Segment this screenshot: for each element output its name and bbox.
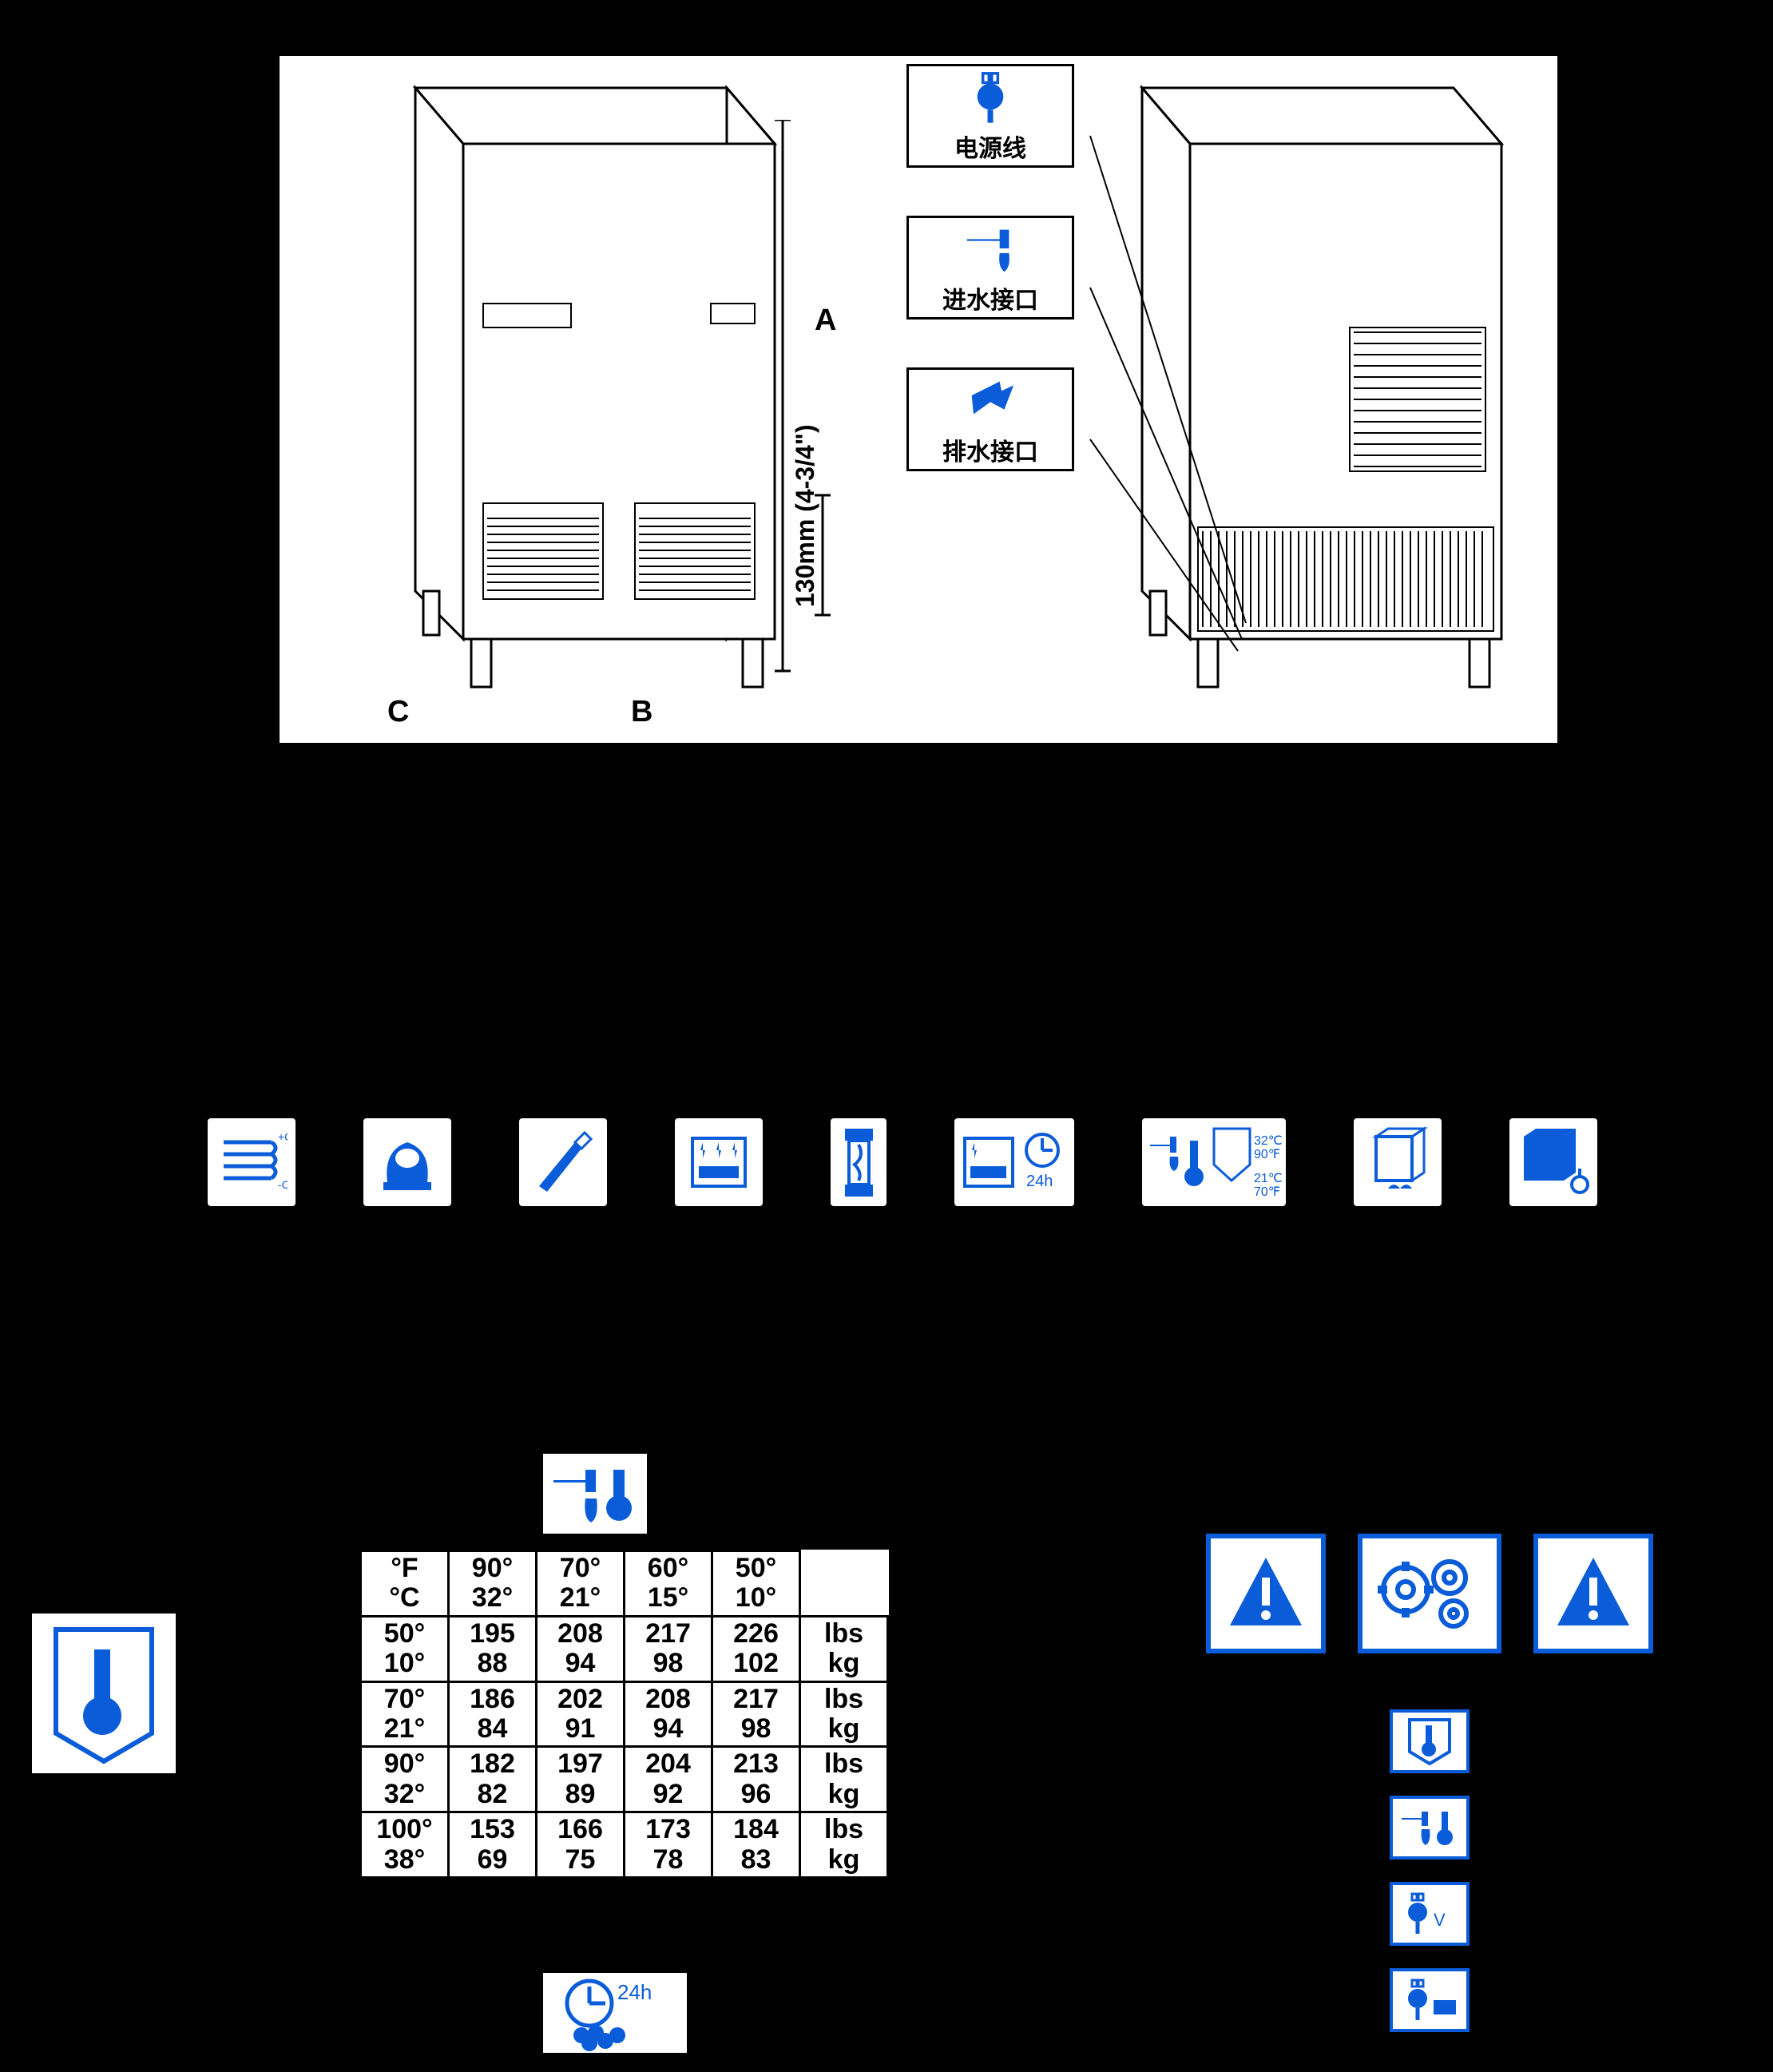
weight-icon <box>1354 1118 1442 1206</box>
water-temp-range-icon: 32℃90℉ 21℃70℉ <box>1142 1118 1286 1206</box>
power-meter-icon <box>675 1118 763 1206</box>
warning-icon <box>1533 1534 1653 1653</box>
spec-icon-row: +C° -C° 24h 32℃90℉ 21℃70℉ <box>208 1118 1597 1206</box>
col-2: 60°15° <box>625 1551 712 1617</box>
fuse-icon <box>831 1118 886 1206</box>
svg-text:21℃: 21℃ <box>1254 1172 1282 1185</box>
water-temp-icon <box>1390 1796 1470 1860</box>
voltage-alt-icon <box>1390 1968 1470 2032</box>
info-mini-column: V <box>1206 1709 1653 2032</box>
water-temp-header-icon <box>543 1454 647 1534</box>
info-column: V <box>1206 1534 1653 2032</box>
ambient-temp-icon <box>32 1614 176 1773</box>
compressor-icon <box>363 1118 451 1206</box>
svg-text:-C°: -C° <box>278 1178 288 1191</box>
svg-text:+C°: +C° <box>278 1130 288 1143</box>
diagram-panel: A B C 130mm (4-3/4") 电源线 进水接口 排水接口 <box>280 56 1557 743</box>
table-row: 50°10° 19588 20894 21798 226102 lbskg <box>361 1616 888 1681</box>
cooling-range-icon: +C° -C° <box>208 1118 296 1206</box>
energy-24h-icon: 24h <box>954 1118 1074 1206</box>
svg-text:90℉: 90℉ <box>1254 1148 1280 1161</box>
cycle-24h-icon: 24h <box>543 1973 687 2053</box>
svg-text:32℃: 32℃ <box>1254 1134 1282 1148</box>
machine-front-view <box>327 80 807 703</box>
ambient-temp-icon <box>1390 1709 1470 1773</box>
dim-label-B: B <box>631 695 652 729</box>
col-0: 90°32° <box>449 1551 537 1617</box>
warning-icon <box>1206 1534 1326 1653</box>
voltage-icon: V <box>1390 1882 1470 1946</box>
cycle-label: 24h <box>617 1980 652 2004</box>
col-3: 50°10° <box>712 1551 800 1617</box>
svg-text:V: V <box>1434 1910 1446 1930</box>
col-1: 70°21° <box>537 1551 625 1617</box>
machine-rear-view <box>1094 80 1541 703</box>
wire-icon <box>519 1118 607 1206</box>
spec-sheet-page: A B C 130mm (4-3/4") 电源线 进水接口 排水接口 <box>0 0 1773 2072</box>
unit-header: °F°C <box>361 1551 449 1617</box>
table-row: 100°38° 15369 16675 17378 18483 lbskg <box>361 1812 888 1878</box>
ship-weight-icon <box>1509 1118 1597 1206</box>
gears-icon <box>1358 1534 1501 1653</box>
table-row: 70°21° 18684 20291 20894 21798 lbskg <box>361 1681 888 1747</box>
svg-text:70℉: 70℉ <box>1254 1185 1280 1199</box>
svg-text:24h: 24h <box>1026 1173 1053 1190</box>
performance-table: °F°C 90°32° 70°21° 60°15° 50°10° 50°10° … <box>359 1550 889 1879</box>
dim-label-C: C <box>387 695 409 729</box>
info-top-row <box>1206 1534 1653 1653</box>
table-row: 90°32° 18282 19789 20492 21396 lbskg <box>361 1747 888 1812</box>
